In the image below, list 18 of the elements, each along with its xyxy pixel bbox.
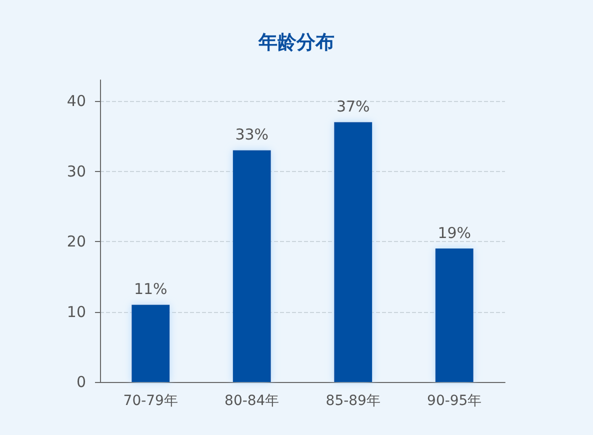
- bar: [435, 248, 474, 382]
- data-label: 11%: [134, 280, 168, 298]
- y-tick-label: 30: [66, 162, 86, 180]
- x-tick-label: 80-84年: [224, 393, 280, 409]
- data-label: 37%: [336, 98, 370, 116]
- data-label: 19%: [438, 224, 472, 242]
- data-label: 33%: [235, 126, 269, 144]
- y-tick-label: 20: [66, 232, 86, 251]
- bar: [334, 122, 372, 382]
- bar: [232, 150, 271, 382]
- y-tick-label: 0: [76, 373, 86, 391]
- bar: [132, 304, 170, 382]
- x-tick-label: 90-95年: [427, 393, 482, 409]
- x-tick-label: 70-79年: [123, 393, 178, 409]
- y-tick-label: 10: [66, 302, 86, 321]
- chart-title: 年龄分布: [258, 32, 334, 54]
- y-tick-label: 40: [66, 92, 86, 110]
- x-tick-label: 85-89年: [326, 393, 380, 409]
